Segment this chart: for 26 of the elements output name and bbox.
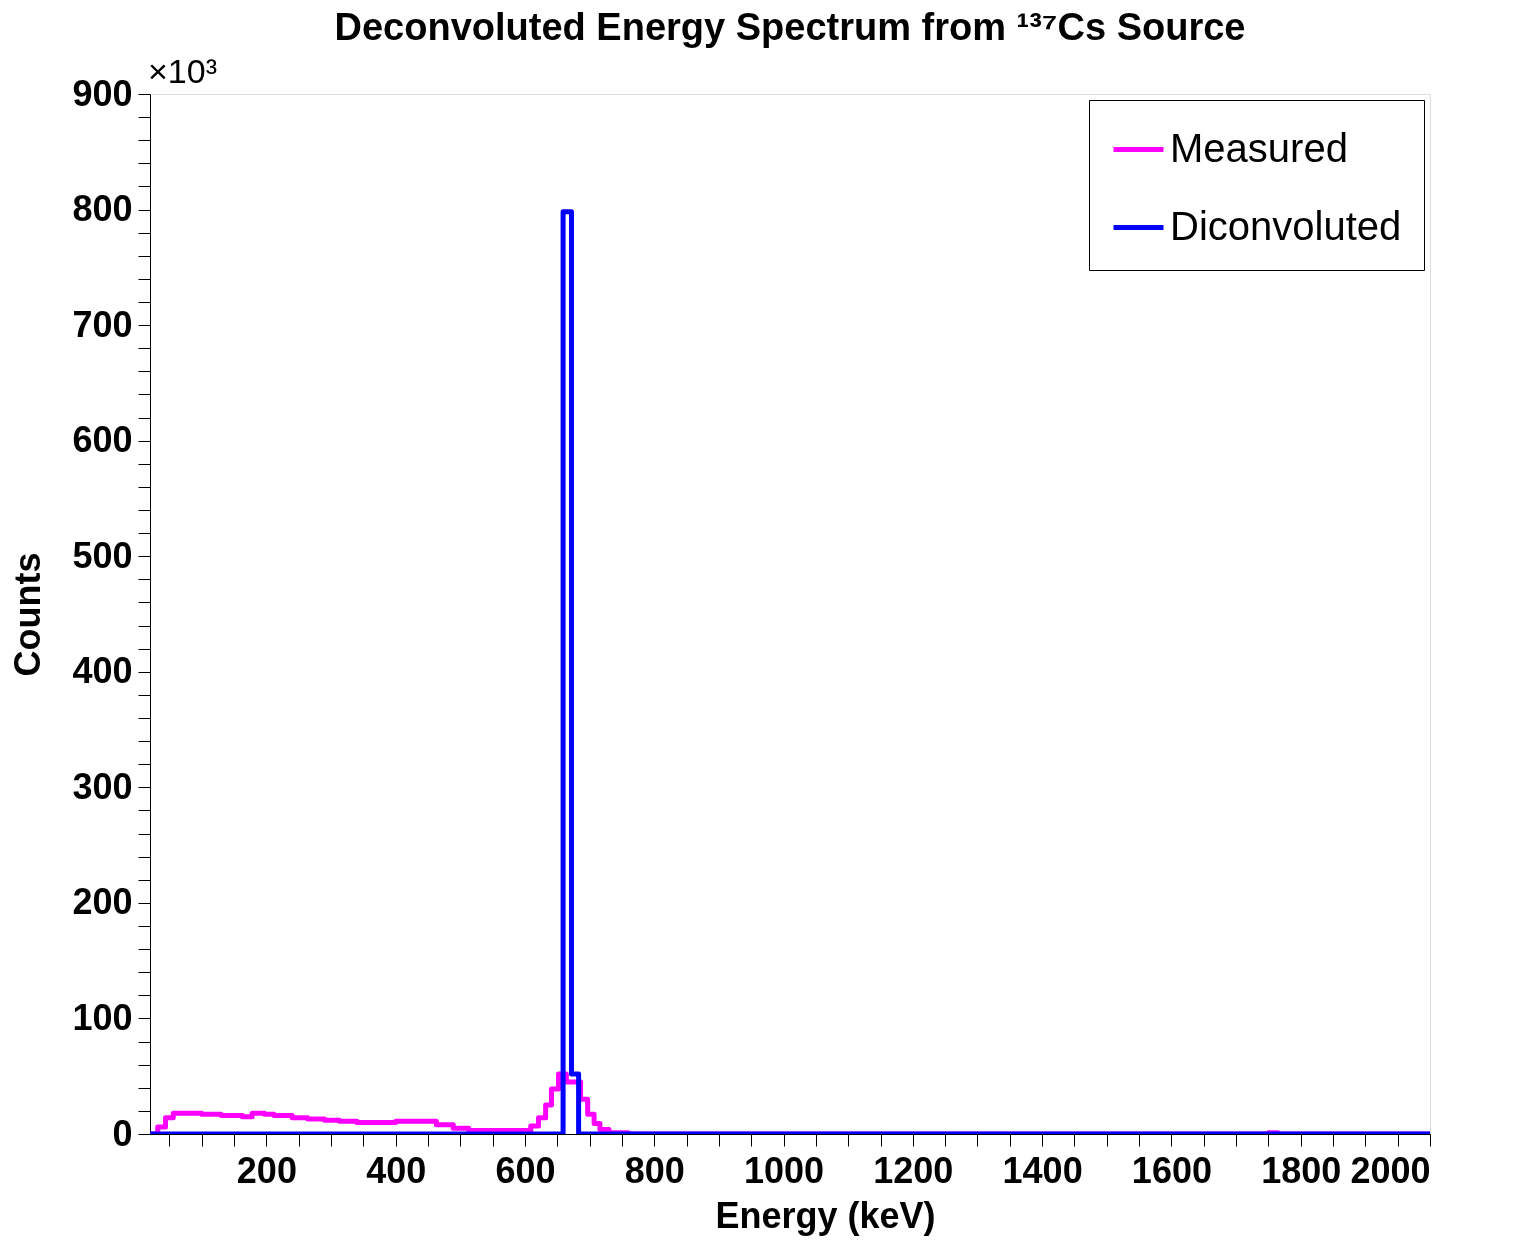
y-tick-label: 0 — [112, 1112, 133, 1154]
x-tick-label: 800 — [624, 1149, 685, 1191]
y-tick-label: 700 — [72, 303, 133, 345]
y-axis-title: Counts — [7, 552, 49, 677]
y-tick-label: 300 — [72, 765, 133, 807]
y-tick-label: 600 — [72, 419, 133, 461]
y-tick-label: 100 — [72, 996, 133, 1038]
text: ×10³ — [148, 52, 217, 90]
y-tick-label: 500 — [72, 534, 133, 576]
y-tick-label: 900 — [72, 72, 133, 114]
legend-label: Diconvoluted — [1170, 203, 1402, 248]
x-tick-label: 1200 — [873, 1149, 954, 1191]
y-tick-label: 200 — [72, 881, 133, 923]
x-tick-label: 1000 — [743, 1149, 825, 1191]
x-tick-label: 200 — [236, 1149, 297, 1191]
x-tick-label: 600 — [495, 1149, 556, 1191]
x-tick-label: 1400 — [1002, 1149, 1083, 1191]
x-tick-label: 1800 — [1261, 1149, 1342, 1191]
x-tick-label: 1600 — [1131, 1149, 1212, 1191]
legend-label: Measured — [1170, 125, 1348, 170]
y-tick-label: 800 — [72, 188, 133, 230]
chart-title: Deconvoluted Energy Spectrum from ¹³⁷Cs Source — [334, 6, 1246, 48]
x-tick-label: 2000 — [1350, 1149, 1431, 1191]
x-tick-label: 400 — [366, 1149, 427, 1191]
y-tick-label: 400 — [72, 650, 133, 692]
x-axis-title: Energy (keV) — [715, 1194, 936, 1236]
